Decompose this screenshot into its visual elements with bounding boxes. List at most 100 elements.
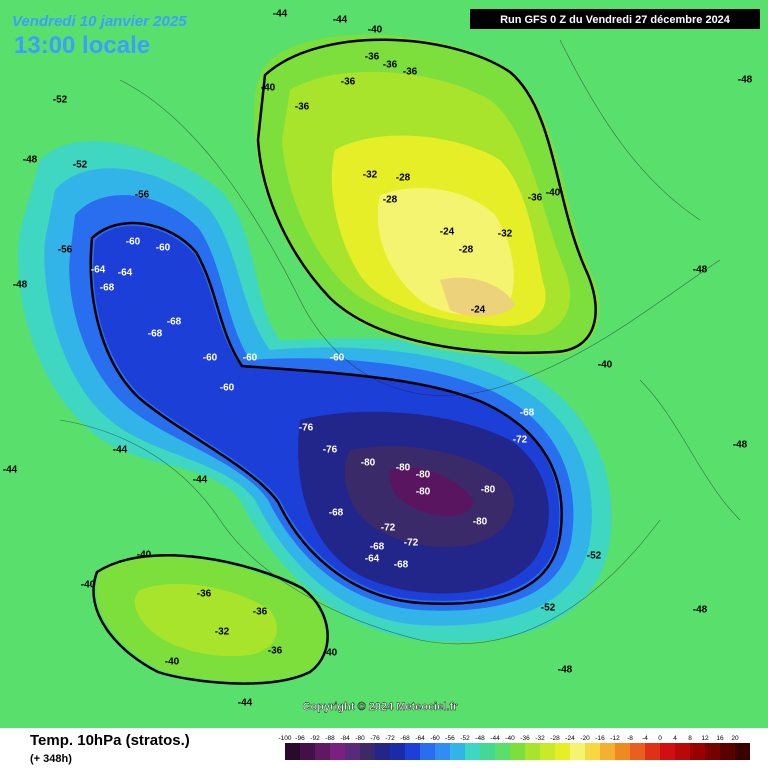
contour-label: -60 xyxy=(203,353,218,364)
scale-swatch xyxy=(285,743,300,760)
scale-swatch xyxy=(345,743,360,760)
scale-label: -72 xyxy=(385,735,395,742)
scale-swatch xyxy=(705,743,720,760)
contour-label: -60 xyxy=(156,243,171,254)
scale-swatch xyxy=(510,743,525,760)
scale-swatch xyxy=(690,743,705,760)
date-text: Vendredi 10 janvier 2025 xyxy=(12,13,187,30)
scale-label: -24 xyxy=(565,735,575,742)
contour-label: -36 xyxy=(268,646,283,657)
scale-label: -80 xyxy=(355,735,365,742)
contour-label: -44 xyxy=(193,475,208,486)
scale-label: -84 xyxy=(340,735,350,742)
scale-swatch xyxy=(465,743,480,760)
contour-label: -56 xyxy=(135,190,150,201)
scale-label: -88 xyxy=(325,735,335,742)
contour-label: -80 xyxy=(416,487,431,498)
time-text: 13:00 locale xyxy=(14,32,150,59)
warm-region xyxy=(134,583,278,657)
scale-label: -44 xyxy=(490,735,500,742)
contour-label: -68 xyxy=(100,283,115,294)
contour-label: -40 xyxy=(546,188,561,199)
contour-label: -52 xyxy=(587,551,602,562)
scale-swatch xyxy=(405,743,420,760)
contour-label: -36 xyxy=(403,67,418,78)
contour-label: -24 xyxy=(471,305,486,316)
scale-label: -4 xyxy=(642,735,648,742)
contour-label: -32 xyxy=(215,627,230,638)
scale-label: -100 xyxy=(278,735,291,742)
cold-core xyxy=(389,467,473,517)
contour-label: -64 xyxy=(118,268,133,279)
scale-label: 8 xyxy=(688,735,692,742)
contour-label: -28 xyxy=(459,245,474,256)
contour-label: -36 xyxy=(295,102,310,113)
scale-label: -68 xyxy=(400,735,410,742)
contour-label: -64 xyxy=(365,554,380,565)
contour-label: -36 xyxy=(365,52,380,63)
scale-swatch xyxy=(525,743,540,760)
contour-label: -48 xyxy=(693,605,708,616)
contour-label: -52 xyxy=(53,95,68,106)
scale-swatch xyxy=(390,743,405,760)
scale-swatch xyxy=(375,743,390,760)
contour-label: -52 xyxy=(541,603,556,614)
contour-label: -48 xyxy=(738,75,753,86)
scale-swatch xyxy=(450,743,465,760)
contour-label: -76 xyxy=(299,423,314,434)
contour-label: -48 xyxy=(693,265,708,276)
contour-label: -48 xyxy=(23,155,38,166)
contour-label: -60 xyxy=(126,237,141,248)
contour-label: -64 xyxy=(91,265,106,276)
scale-swatch xyxy=(435,743,450,760)
contour-lines xyxy=(89,38,597,685)
scale-label: -40 xyxy=(505,735,515,742)
contour-label: -28 xyxy=(396,173,411,184)
scale-swatch xyxy=(645,743,660,760)
scale-label: 16 xyxy=(716,735,724,742)
scale-swatch xyxy=(540,743,555,760)
scale-swatch xyxy=(630,743,645,760)
contour-label: -24 xyxy=(440,227,455,238)
scale-label: -52 xyxy=(460,735,470,742)
scale-label: -64 xyxy=(415,735,425,742)
contour-label: -40 xyxy=(368,25,383,36)
contour-label: -40 xyxy=(81,580,96,591)
contour-label: -32 xyxy=(498,229,513,240)
scale-label: 12 xyxy=(701,735,709,742)
contour-label: -72 xyxy=(381,523,396,534)
contour-label: -48 xyxy=(733,440,748,451)
contour-label: -68 xyxy=(370,542,385,553)
contour-label: -80 xyxy=(416,470,431,481)
scale-swatch xyxy=(660,743,675,760)
scale-label: -16 xyxy=(595,735,605,742)
contour-label: -68 xyxy=(394,560,409,571)
scale-label: -32 xyxy=(535,735,545,742)
contour-label: -60 xyxy=(243,353,258,364)
scale-swatch xyxy=(570,743,585,760)
contour-label: -68 xyxy=(329,508,344,519)
contour-label: -72 xyxy=(404,538,419,549)
contour-label: -48 xyxy=(13,280,28,291)
scale-swatch xyxy=(300,743,315,760)
scale-label: -28 xyxy=(550,735,560,742)
copyright: Copyright © 2024 Meteociel.fr xyxy=(303,701,459,713)
contour-label: -80 xyxy=(396,463,411,474)
contour-label: -36 xyxy=(341,77,356,88)
scale-label: -76 xyxy=(370,735,380,742)
contour-label: -36 xyxy=(528,193,543,204)
scale-label: -36 xyxy=(520,735,530,742)
scale-swatch xyxy=(720,743,735,760)
scale-swatch xyxy=(600,743,615,760)
run-text: Run GFS 0 Z du Vendredi 27 décembre 2024 xyxy=(500,14,731,26)
contour-label: -80 xyxy=(481,485,496,496)
contour-label: -60 xyxy=(220,383,235,394)
scale-swatch xyxy=(315,743,330,760)
scale-swatch xyxy=(330,743,345,760)
contour-label: -60 xyxy=(330,353,345,364)
contour-label: -56 xyxy=(58,245,73,256)
scale-label: -56 xyxy=(445,735,455,742)
contour-label: -36 xyxy=(253,607,268,618)
scale-label: -92 xyxy=(310,735,320,742)
contour-label: -32 xyxy=(363,170,378,181)
